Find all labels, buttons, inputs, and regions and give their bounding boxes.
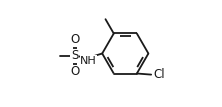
Text: S: S	[71, 49, 78, 62]
Text: NH: NH	[80, 56, 97, 66]
Text: O: O	[70, 65, 79, 78]
Text: O: O	[70, 33, 79, 46]
Text: Cl: Cl	[153, 68, 165, 81]
